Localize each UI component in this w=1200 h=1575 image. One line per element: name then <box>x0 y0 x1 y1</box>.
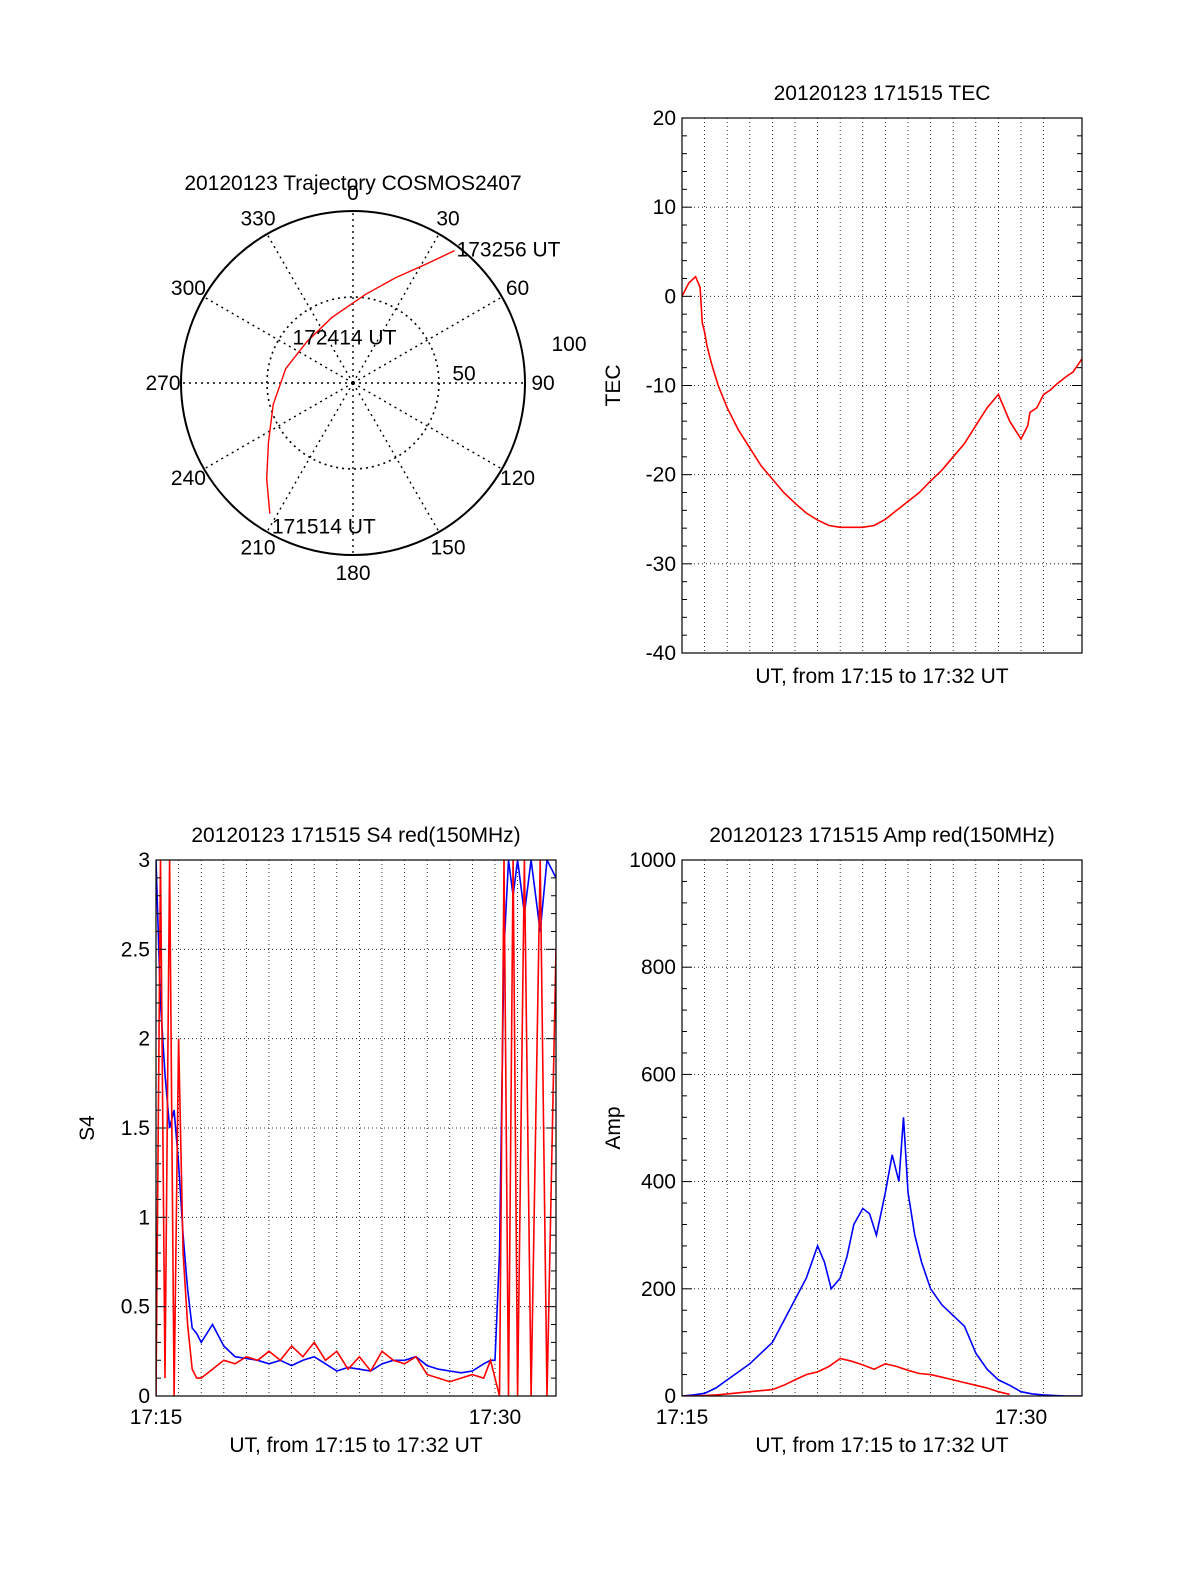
series-line <box>682 1357 1010 1396</box>
trajectory-time-label: 171514 UT <box>272 516 376 539</box>
azimuth-tick-label: 330 <box>240 207 275 230</box>
series-group <box>156 860 556 1396</box>
y-tick-label: 200 <box>641 1278 676 1301</box>
azimuth-tick-label: 90 <box>531 372 554 395</box>
azimuth-tick-label: 0 <box>347 182 359 205</box>
polar-spoke <box>203 296 354 384</box>
azimuth-tick-label: 60 <box>506 277 529 300</box>
y-tick-label: 2.5 <box>121 938 150 961</box>
y-axis-label: Amp <box>602 1106 625 1149</box>
y-tick-label: 2 <box>138 1028 150 1051</box>
series-line <box>682 275 1082 529</box>
azimuth-tick-label: 210 <box>240 537 275 560</box>
s4-plot: 20120123 171515 S4 red(150MHz) 0 0.5 1 1.5 2 2… <box>76 824 557 1457</box>
y-tick-label: 600 <box>641 1063 676 1086</box>
radial-labels: 50 100 <box>452 333 586 386</box>
radial-tick-label: 50 <box>452 363 475 386</box>
polar-spoke <box>352 233 440 384</box>
polar-spoke <box>352 382 440 533</box>
x-tick-label: 17:30 <box>469 1406 522 1429</box>
trajectory-polar-plot: 20120123 Trajectory COSMOS2407 0 30 60 90 12… <box>145 172 586 585</box>
polar-spoke <box>266 233 354 384</box>
series-line <box>682 1117 1082 1396</box>
y-tick-label: -20 <box>646 464 676 487</box>
amp-plot: 20120123 171515 Amp red(150MHz) 0 200 400 60… <box>602 824 1083 1457</box>
trajectory-time-label: 173256 UT <box>457 239 561 262</box>
radial-tick-label: 100 <box>551 333 586 356</box>
azimuth-tick-label: 30 <box>436 207 459 230</box>
y-tick-label: -30 <box>646 553 676 576</box>
x-axis-label: UT, from 17:15 to 17:32 UT <box>755 1434 1008 1457</box>
plot-title: 20120123 171515 TEC <box>774 82 991 105</box>
polar-spoke <box>266 382 354 533</box>
tec-plot: 20120123 171515 TEC -40 -30 -20 -10 0 10 20 UT, … <box>602 82 1083 688</box>
y-tick-label: 20 <box>653 107 676 130</box>
y-tick-label: 0 <box>664 285 676 308</box>
y-tick-label: 0 <box>138 1385 150 1408</box>
y-tick-label: 1 <box>138 1206 150 1229</box>
azimuth-tick-label: 240 <box>171 467 206 490</box>
polar-spoke <box>203 382 354 470</box>
y-tick-label: 400 <box>641 1171 676 1194</box>
x-axis-label: UT, from 17:15 to 17:32 UT <box>755 665 1008 688</box>
plot-title: 20120123 171515 S4 red(150MHz) <box>191 824 520 847</box>
x-axis-label: UT, from 17:15 to 17:32 UT <box>229 1434 482 1457</box>
series-group <box>682 275 1082 529</box>
polar-spoke <box>352 382 503 470</box>
y-tick-label: -10 <box>646 375 676 398</box>
polar-grid <box>181 211 525 555</box>
y-axis-label: TEC <box>602 365 625 407</box>
trajectory-line <box>265 250 455 514</box>
azimuth-tick-label: 300 <box>171 277 206 300</box>
trajectory-series <box>265 250 455 514</box>
y-axis-label: S4 <box>76 1115 99 1141</box>
x-tick-label: 17:30 <box>995 1406 1048 1429</box>
plot-title: 20120123 171515 Amp red(150MHz) <box>709 824 1055 847</box>
series-line <box>156 860 556 1396</box>
x-tick-label: 17:15 <box>130 1406 183 1429</box>
y-tick-label: -40 <box>646 642 676 665</box>
y-tick-label: 1000 <box>629 849 676 872</box>
y-tick-label: 3 <box>138 849 150 872</box>
y-tick-label: 10 <box>653 196 676 219</box>
y-tick-label: 800 <box>641 956 676 979</box>
y-tick-label: 0 <box>664 1385 676 1408</box>
polar-spoke <box>352 296 503 384</box>
trajectory-title: 20120123 Trajectory COSMOS2407 <box>184 172 521 195</box>
series-line <box>156 860 556 1374</box>
series-group <box>682 1117 1082 1396</box>
polar-outer-circle <box>180 210 526 556</box>
azimuth-tick-label: 180 <box>335 562 370 585</box>
y-tick-label: 0.5 <box>121 1296 150 1319</box>
azimuth-tick-label: 150 <box>430 537 465 560</box>
x-tick-label: 17:15 <box>656 1406 709 1429</box>
y-tick-label: 1.5 <box>121 1117 150 1140</box>
plot-frame <box>681 859 1083 1397</box>
trajectory-time-label: 172414 UT <box>293 327 397 350</box>
azimuth-tick-label: 270 <box>145 372 180 395</box>
azimuth-tick-label: 120 <box>500 467 535 490</box>
trajectory-annotations: 173256 UT 172414 UT 171514 UT <box>272 239 561 539</box>
azimuth-labels: 0 30 60 90 120 150 180 210 240 270 300 330 <box>145 182 554 585</box>
